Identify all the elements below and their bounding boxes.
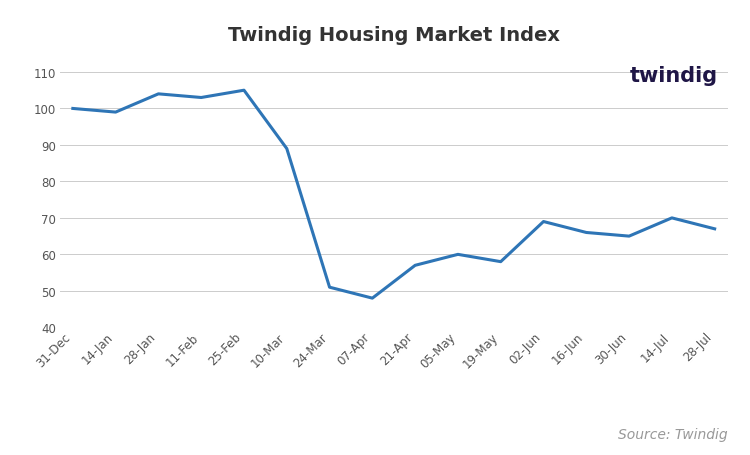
Title: Twindig Housing Market Index: Twindig Housing Market Index <box>228 26 560 45</box>
Text: twindig: twindig <box>629 66 718 86</box>
Text: Source: Twindig: Source: Twindig <box>618 427 728 441</box>
